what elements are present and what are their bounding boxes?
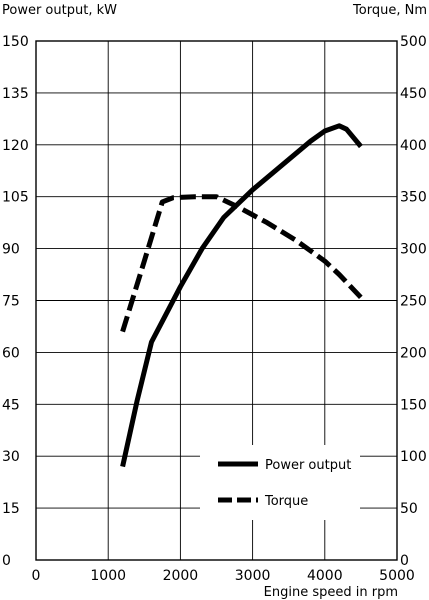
right-axis-tick-label: 200 [400,345,427,361]
right-axis-tick-label: 150 [400,397,427,413]
right-axis-tick-label: 400 [400,138,427,154]
plot-frame [35,40,398,561]
x-axis-tick-label: 5000 [379,568,415,584]
right-axis-tick-label: 100 [400,449,427,465]
right-axis-tick-label: 0 [400,553,409,569]
right-axis-tick-label: 250 [400,294,427,310]
series-line-power-output [120,123,363,468]
x-axis-tick-label: 3000 [235,568,271,584]
x-axis-tick-label: 1000 [90,568,126,584]
left-axis-tick-label: 105 [2,190,29,206]
x-axis-tick-label: 4000 [307,568,343,584]
x-axis-tick-label: 2000 [163,568,199,584]
legend: Power output Torque [200,445,360,520]
left-axis-tick-label: 45 [2,397,20,413]
x-axis-title: Engine speed in rpm [264,585,398,600]
right-axis-tick-label: 500 [400,34,427,50]
left-axis-tick-label: 60 [2,345,20,361]
left-axis-tick-label: 0 [2,553,11,569]
series-line-torque [120,194,363,333]
x-axis-ticks: 0 1000 2000 3000 4000 5000 [32,568,415,584]
left-axis-tick-label: 30 [2,449,20,465]
left-axis-title: Power output, kW [2,3,117,18]
left-axis-tick-label: 90 [2,242,20,258]
legend-label-torque: Torque [264,494,308,509]
right-axis-tick-label: 350 [400,190,427,206]
left-axis-tick-label: 150 [2,34,29,50]
right-axis-tick-label: 300 [400,242,427,258]
series-lines [120,123,363,468]
right-axis-ticks: 0 50 100 150 200 250 300 350 400 450 500 [400,34,427,569]
left-axis-ticks: 0 15 30 45 60 75 90 105 120 135 150 [2,34,29,569]
left-axis-tick-label: 75 [2,294,20,310]
legend-label-power-output: Power output [265,458,351,473]
left-axis-tick-label: 15 [2,501,20,517]
left-axis-tick-label: 135 [2,86,29,102]
legend-background [200,445,360,520]
left-axis-tick-label: 120 [2,138,29,154]
right-axis-tick-label: 450 [400,86,427,102]
right-axis-title: Torque, Nm [352,3,427,18]
right-axis-tick-label: 50 [400,501,418,517]
x-axis-tick-label: 0 [32,568,41,584]
